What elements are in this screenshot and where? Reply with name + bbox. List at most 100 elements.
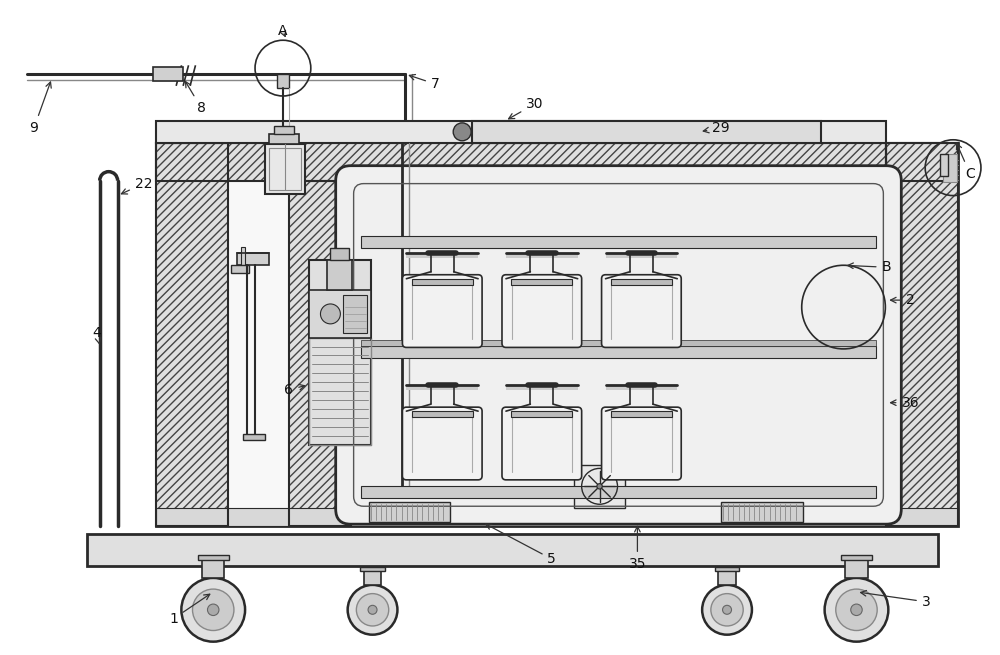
Circle shape [320, 304, 340, 324]
Bar [511, 411, 572, 417]
Bar [406, 385, 478, 390]
Circle shape [597, 483, 602, 489]
Bar [472, 121, 821, 143]
Circle shape [453, 123, 471, 141]
FancyBboxPatch shape [502, 407, 582, 480]
Text: 4: 4 [92, 326, 101, 344]
Circle shape [181, 578, 245, 642]
Bar [412, 279, 473, 285]
Bar [886, 143, 958, 526]
Bar [274, 126, 294, 134]
Bar [940, 154, 948, 176]
Text: 35: 35 [629, 527, 646, 571]
Bar [361, 486, 876, 498]
Bar [845, 558, 868, 578]
Bar [241, 248, 245, 265]
Bar [511, 279, 572, 285]
Bar [886, 143, 958, 181]
Bar [289, 181, 351, 526]
Bar [156, 508, 958, 526]
Text: B: B [848, 260, 891, 274]
Bar [156, 121, 886, 143]
Circle shape [825, 578, 888, 642]
Bar [269, 134, 299, 144]
Bar [156, 143, 228, 526]
Circle shape [348, 585, 397, 635]
Bar [156, 143, 228, 526]
Bar [228, 143, 289, 526]
Text: 5: 5 [486, 524, 556, 566]
Circle shape [207, 604, 219, 616]
Bar [243, 434, 265, 440]
Text: 8: 8 [185, 82, 206, 115]
Bar [606, 253, 677, 258]
Bar [330, 248, 349, 260]
Text: 2: 2 [891, 293, 915, 307]
Bar [506, 253, 578, 258]
Text: 9: 9 [30, 82, 51, 135]
Text: 30: 30 [509, 97, 544, 119]
Bar [309, 260, 371, 445]
Text: 22: 22 [121, 177, 152, 194]
Bar [360, 567, 385, 571]
Bar [153, 67, 183, 81]
Circle shape [368, 605, 377, 614]
Bar [361, 236, 876, 248]
Circle shape [356, 593, 389, 626]
FancyBboxPatch shape [402, 407, 482, 480]
Bar [361, 341, 876, 346]
Bar [265, 144, 305, 194]
Bar [309, 290, 371, 338]
Bar [289, 181, 351, 526]
Bar [718, 569, 736, 585]
Bar [574, 465, 625, 508]
FancyBboxPatch shape [336, 166, 901, 524]
Text: 3: 3 [861, 591, 931, 609]
Bar [343, 295, 367, 333]
Bar [87, 534, 938, 566]
Bar [309, 338, 371, 445]
Circle shape [193, 589, 234, 631]
Circle shape [836, 589, 877, 631]
Text: 36: 36 [891, 396, 919, 409]
Bar [369, 502, 450, 522]
Bar [606, 385, 677, 390]
Bar [156, 143, 958, 526]
Bar [202, 558, 224, 578]
Bar [721, 502, 803, 522]
Circle shape [711, 593, 743, 626]
Bar [943, 154, 957, 181]
Bar [277, 74, 289, 88]
Text: 1: 1 [169, 594, 210, 626]
Bar [361, 346, 876, 358]
Bar [231, 265, 249, 273]
Bar [406, 253, 478, 258]
Text: 6: 6 [284, 383, 305, 397]
FancyBboxPatch shape [602, 274, 681, 347]
Bar [198, 555, 229, 561]
Text: C: C [956, 143, 975, 181]
Bar [237, 253, 269, 265]
Bar [156, 143, 886, 181]
Bar [327, 260, 352, 290]
Circle shape [851, 604, 862, 616]
FancyBboxPatch shape [502, 274, 582, 347]
Circle shape [723, 605, 732, 614]
Bar [412, 411, 473, 417]
Bar [364, 569, 381, 585]
Bar [886, 143, 958, 526]
Text: A: A [278, 24, 288, 38]
Bar [715, 567, 739, 571]
FancyBboxPatch shape [402, 274, 482, 347]
Text: 7: 7 [409, 75, 440, 91]
Bar [611, 279, 672, 285]
Bar [156, 143, 886, 181]
Text: 29: 29 [703, 121, 730, 135]
Bar [886, 143, 958, 181]
FancyBboxPatch shape [602, 407, 681, 480]
Bar [841, 555, 872, 561]
Bar [611, 411, 672, 417]
Bar [506, 385, 578, 390]
Bar [269, 148, 301, 189]
Circle shape [702, 585, 752, 635]
